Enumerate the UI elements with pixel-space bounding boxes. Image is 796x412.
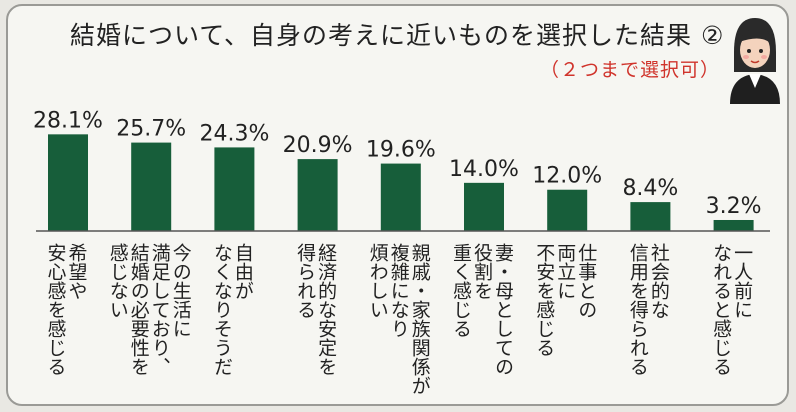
category-label-8-line-1: 社会的な xyxy=(648,243,670,319)
bar-3 xyxy=(214,147,255,231)
value-label-6: 14.0% xyxy=(449,157,519,182)
category-label-2-line-2: 満足しており、 xyxy=(149,243,171,376)
value-label-9: 3.2% xyxy=(706,194,762,219)
value-label-2: 25.7% xyxy=(116,117,186,142)
category-label-7-line-2: 両立に xyxy=(554,243,576,300)
category-label-5-line-1: 親戚・家族関係が xyxy=(409,243,431,395)
value-label-3: 24.3% xyxy=(199,121,269,146)
category-label-9-line-2: なれると感じる xyxy=(710,243,732,376)
category-label-1-line-2: 安心感を感じる xyxy=(45,243,67,376)
bar-8 xyxy=(630,202,671,231)
category-label-6-line-3: 重く感じる xyxy=(450,243,472,338)
value-label-8: 8.4% xyxy=(622,176,678,201)
category-label-6-line-1: 妻・母としての xyxy=(492,243,514,376)
category-label-6-line-2: 役割を xyxy=(471,243,493,300)
category-label-4-line-1: 経済的な安定を xyxy=(315,243,337,376)
category-label-4-line-2: 得られる xyxy=(294,243,316,319)
category-label-2-line-1: 今の生活に xyxy=(170,243,192,338)
bar-7 xyxy=(547,189,588,231)
category-label-2-line-3: 結婚の必要性を xyxy=(128,243,150,376)
value-labels-layer: 28.1% 25.7% 24.3% 20.9% 19.6% 14.0% 12.0% 8.4% 3… xyxy=(33,108,761,219)
category-label-3-line-2: なくなりそうだ xyxy=(211,243,233,376)
category-label-5-line-2: 複雑になり xyxy=(388,243,410,338)
category-label-3-line-1: 自由が xyxy=(232,243,254,300)
value-label-5: 19.6% xyxy=(366,138,436,163)
category-label-7-line-3: 不安を感じる xyxy=(533,243,555,357)
category-label-5-line-3: 煩わしい xyxy=(367,243,389,319)
value-label-7: 12.0% xyxy=(532,164,602,189)
category-label-1-line-1: 希望や xyxy=(66,243,88,300)
bars-layer xyxy=(48,134,754,231)
bar-4 xyxy=(297,159,338,231)
bar-9 xyxy=(713,219,754,231)
chart-title: 結婚について、自身の考えに近いものを選択した結果 ② xyxy=(70,21,725,50)
value-label-1: 28.1% xyxy=(33,108,103,133)
bar-2 xyxy=(131,142,172,231)
person-illustration xyxy=(730,18,780,104)
value-label-4: 20.9% xyxy=(283,133,353,158)
category-label-2-line-4: 感じない xyxy=(107,243,129,319)
bar-5 xyxy=(380,163,421,231)
category-label-9-line-1: 一人前に xyxy=(731,243,753,319)
bar-6 xyxy=(464,182,504,231)
category-label-7-line-1: 仕事との xyxy=(575,243,597,319)
chart-subtitle: （２つまで選択可） xyxy=(540,59,721,81)
bar-1 xyxy=(48,134,88,231)
category-label-8-line-2: 信用を得られる xyxy=(627,243,649,376)
